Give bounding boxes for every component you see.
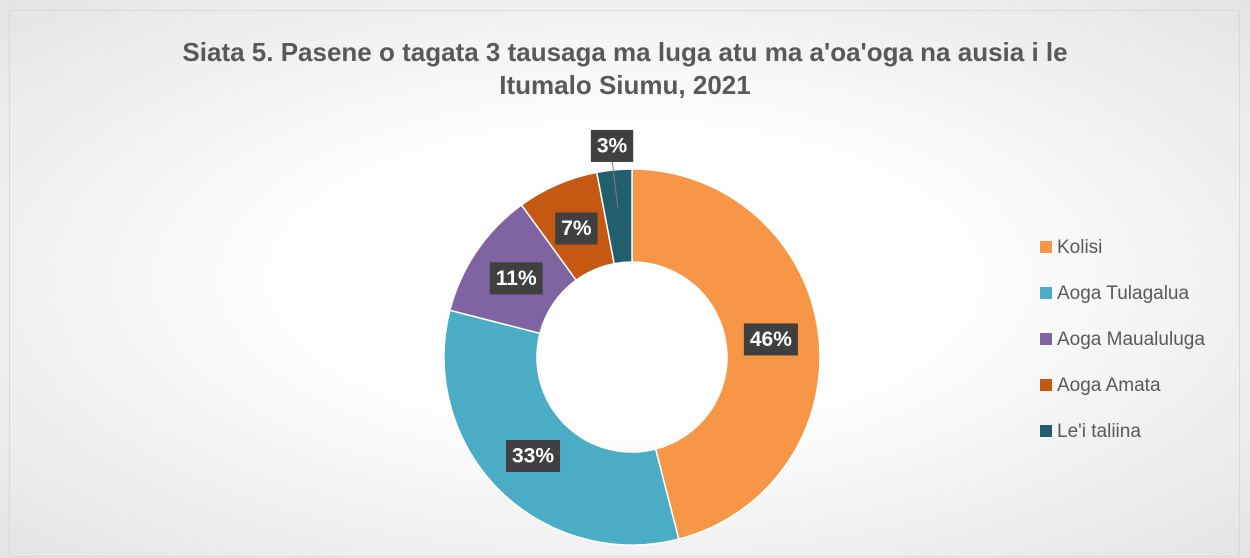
data-label: 46% [743, 323, 798, 356]
data-label: 11% [489, 262, 543, 295]
donut-slice [631, 168, 821, 541]
legend-label: Aoga Tulagalua [1057, 283, 1189, 304]
data-label-text: 33% [512, 445, 554, 468]
legend-label: Aoga Maualuluga [1057, 329, 1205, 350]
legend-label: Le'i taliina [1057, 421, 1141, 442]
legend-swatch [1040, 425, 1052, 437]
data-label-text: 11% [496, 267, 537, 290]
legend-swatch [1040, 287, 1052, 299]
data-label-text: 3% [597, 134, 628, 157]
data-label-text: 7% [561, 217, 592, 240]
chart-title: Siata 5. Pasene o tagata 3 tausaga ma lu… [182, 37, 1068, 100]
data-label: 7% [555, 212, 598, 245]
data-label-box [505, 439, 561, 472]
data-label-box [590, 129, 634, 162]
donut-slice [595, 168, 633, 265]
data-label: 33% [505, 439, 561, 472]
data-label: 3% [590, 129, 634, 162]
data-label-box [555, 212, 598, 245]
data-label-box [489, 262, 543, 295]
leader-line [611, 159, 619, 208]
legend-label: Aoga Amata [1057, 375, 1161, 396]
donut-slice [443, 309, 680, 546]
legend-swatch [1040, 333, 1052, 345]
legend-swatch [1040, 241, 1052, 253]
chart-border [9, 10, 1240, 557]
legend-swatch [1040, 379, 1052, 391]
data-label-text: 46% [750, 328, 792, 351]
legend-label: Kolisi [1057, 237, 1102, 258]
data-label-box [743, 323, 798, 356]
